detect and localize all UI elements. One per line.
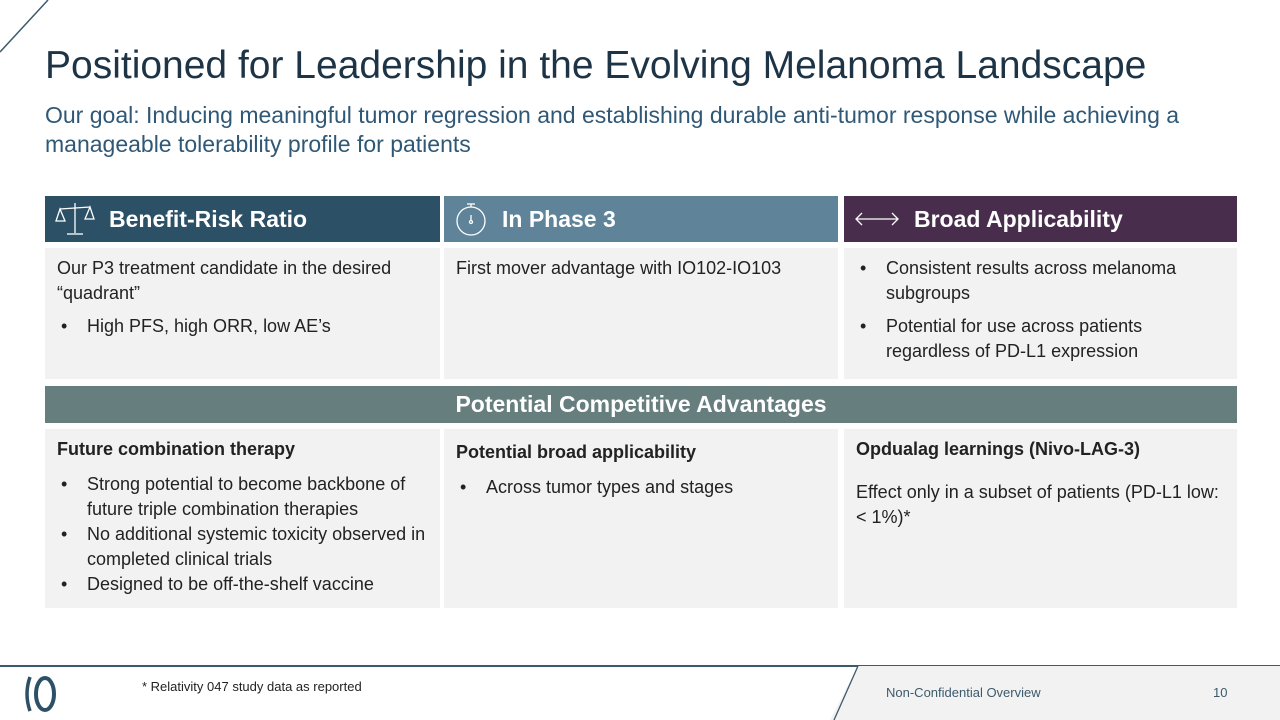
header-phase3: In Phase 3: [444, 196, 838, 242]
header-broad-applicability: Broad Applicability: [844, 196, 1237, 242]
scale-icon: [55, 203, 95, 235]
advantage-heading: Opdualag learnings (Nivo-LAG-3): [856, 439, 1141, 459]
bullet: Strong potential to become backbone of f…: [57, 472, 428, 522]
company-logo: [25, 676, 56, 712]
corner-decoration: [0, 0, 49, 53]
advantage-combination: Future combination therapy Strong potent…: [45, 429, 440, 608]
footer-divider: [0, 665, 1280, 667]
header-label: Benefit-Risk Ratio: [109, 205, 308, 232]
header-label: Broad Applicability: [914, 205, 1123, 232]
page-number: 10: [1213, 685, 1228, 700]
double-arrow-icon: [855, 212, 899, 226]
advantages-banner: Potential Competitive Advantages: [45, 386, 1237, 423]
advantage-heading: Future combination therapy: [57, 439, 296, 459]
footer-label: Non-Confidential Overview: [886, 685, 1041, 700]
benefit-risk-content: Our P3 treatment candidate in the desire…: [45, 248, 440, 379]
bullet: Consistent results across melanoma subgr…: [856, 256, 1225, 306]
bullet: High PFS, high ORR, low AE’s: [57, 314, 428, 339]
body-text: Our P3 treatment candidate in the desire…: [57, 258, 392, 303]
stopwatch-icon: [456, 203, 486, 236]
advantage-opdualag: Opdualag learnings (Nivo-LAG-3) Effect o…: [844, 429, 1237, 608]
footer-panel: [830, 666, 1280, 720]
bullet: Across tumor types and stages: [456, 475, 826, 500]
bullet: Potential for use across patients regard…: [856, 314, 1225, 364]
page-title: Positioned for Leadership in the Evolvin…: [45, 44, 1147, 87]
bullet: No additional systemic toxicity observed…: [57, 522, 428, 572]
header-benefit-risk: Benefit-Risk Ratio: [45, 196, 440, 242]
phase3-content: First mover advantage with IO102-IO103: [444, 248, 838, 379]
body-text: First mover advantage with IO102-IO103: [456, 258, 782, 278]
footnote: * Relativity 047 study data as reported: [142, 679, 362, 694]
body-text: Effect only in a subset of patients (PD-…: [856, 482, 1219, 527]
bullet: Designed to be off-the-shelf vaccine: [57, 572, 428, 597]
page-subtitle: Our goal: Inducing meaningful tumor regr…: [45, 102, 1180, 157]
advantage-heading: Potential broad applicability: [456, 442, 697, 462]
advantage-broad: Potential broad applicability Across tum…: [444, 429, 838, 608]
broad-applicability-content: Consistent results across melanoma subgr…: [844, 248, 1237, 379]
header-label: In Phase 3: [502, 205, 616, 232]
